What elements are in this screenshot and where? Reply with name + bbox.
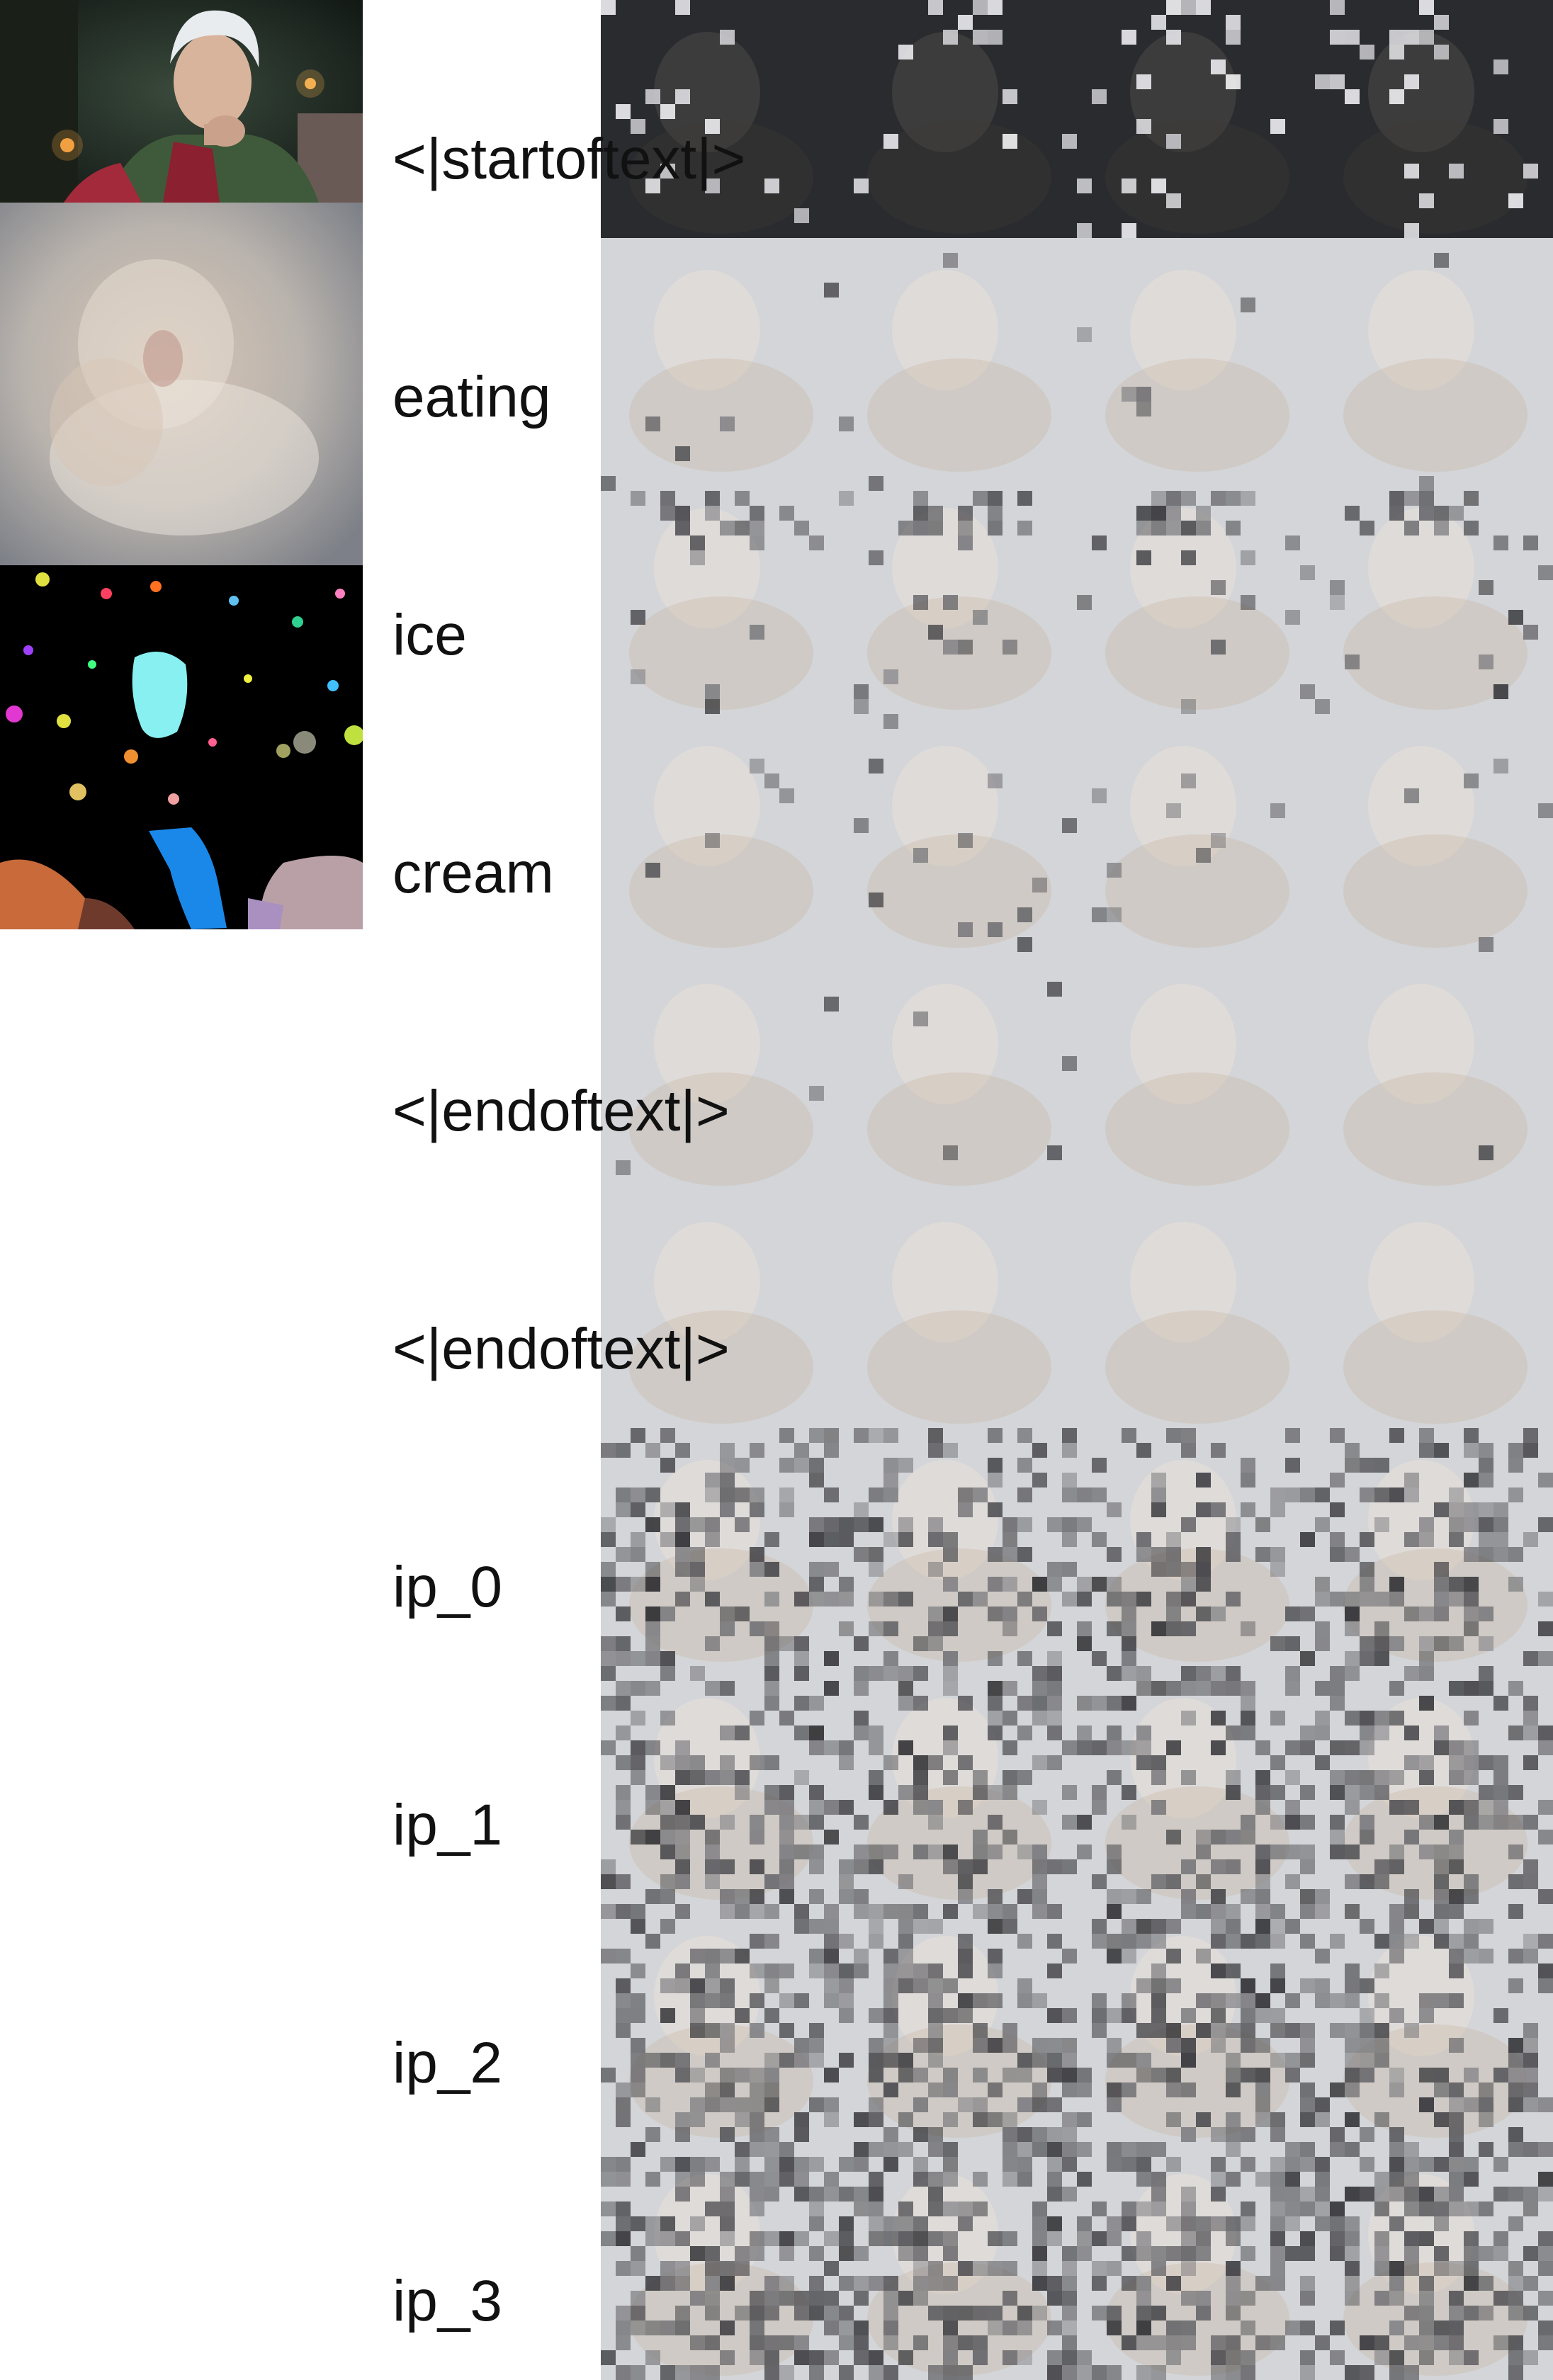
attention-map-cell [1315,1428,1553,1666]
heatmap-overlay-icon [839,714,1077,952]
heatmap-overlay-icon [1077,1428,1315,1666]
attention-map-grid [601,0,1553,2380]
heatmap-overlay-icon [1315,2142,1553,2380]
heatmap-overlay-icon [1077,1190,1315,1428]
attention-map-cell [1077,2142,1315,2380]
attention-map-cell [1077,1904,1315,2142]
attention-map-cell [601,476,839,714]
token-label-ip-3: ip_3 [393,2269,503,2333]
attention-map-cell [1315,1904,1553,2142]
attention-map-cell [601,1190,839,1428]
attention-map-cell [601,714,839,952]
heatmap-overlay-icon [839,476,1077,714]
blurred-reconstruction-icon [0,203,363,565]
attention-map-cell [1077,1666,1315,1904]
attention-map-cell [839,476,1077,714]
source-image [0,0,363,203]
attention-map-cell [601,0,839,238]
heatmap-overlay-icon [601,0,839,238]
heatmap-overlay-icon [1315,0,1553,238]
token-label-startoftext: <|startoftext|> [393,127,746,191]
attention-map-cell [1315,952,1553,1190]
heatmap-overlay-icon [601,714,839,952]
attention-map-cell [1315,0,1553,238]
heatmap-overlay-icon [601,952,839,1190]
heatmap-overlay-icon [839,1904,1077,2142]
heatmap-overlay-icon [1315,952,1553,1190]
attention-map-cell [1077,714,1315,952]
heatmap-overlay-icon [839,1190,1077,1428]
attention-map-cell [839,1904,1077,2142]
heatmap-overlay-icon [1315,714,1553,952]
heatmap-overlay-icon [1077,238,1315,476]
segmentation-mask-icon [0,565,363,929]
attention-map-cell [1077,952,1315,1190]
reconstruction-image [0,203,363,565]
attention-map-cell [839,1666,1077,1904]
heatmap-overlay-icon [601,1666,839,1904]
attention-map-cell [839,952,1077,1190]
attention-map-cell [1315,1190,1553,1428]
attention-map-cell [839,0,1077,238]
character-portrait-icon [0,0,363,203]
heatmap-overlay-icon [1315,1904,1553,2142]
heatmap-overlay-icon [601,476,839,714]
token-label-endoftext-1: <|endoftext|> [393,1079,730,1143]
heatmap-overlay-icon [1315,1666,1553,1904]
heatmap-overlay-icon [1077,476,1315,714]
token-label-ip-2: ip_2 [393,2031,503,2095]
heatmap-overlay-icon [1077,2142,1315,2380]
attention-map-cell [1077,476,1315,714]
heatmap-overlay-icon [1077,1666,1315,1904]
attention-map-cell [839,238,1077,476]
heatmap-overlay-icon [1315,238,1553,476]
heatmap-overlay-icon [1315,1428,1553,1666]
attention-map-cell [601,1666,839,1904]
heatmap-overlay-icon [601,238,839,476]
attention-map-cell [601,1428,839,1666]
attention-map-cell [1315,714,1553,952]
heatmap-overlay-icon [1315,1190,1553,1428]
token-label-eating: eating [393,365,551,429]
heatmap-overlay-icon [601,1904,839,2142]
segmentation-image [0,565,363,929]
heatmap-overlay-icon [601,2142,839,2380]
attention-map-cell [1315,1666,1553,1904]
attention-map-cell [1077,1428,1315,1666]
attention-map-cell [1315,238,1553,476]
token-label-ice: ice [393,603,467,667]
attention-map-cell [1077,1190,1315,1428]
token-label-ip-1: ip_1 [393,1793,503,1857]
heatmap-overlay-icon [1077,714,1315,952]
heatmap-overlay-icon [1315,476,1553,714]
heatmap-overlay-icon [839,238,1077,476]
attention-map-cell [601,238,839,476]
attention-map-cell [839,2142,1077,2380]
attention-map-cell [839,714,1077,952]
attention-map-cell [601,2142,839,2380]
heatmap-overlay-icon [1077,0,1315,238]
heatmap-overlay-icon [839,1666,1077,1904]
attention-map-cell [601,1904,839,2142]
attention-map-cell [601,952,839,1190]
attention-map-cell [1077,238,1315,476]
heatmap-overlay-icon [839,2142,1077,2380]
attention-map-cell [839,1190,1077,1428]
token-label-endoftext-2: <|endoftext|> [393,1317,730,1381]
heatmap-overlay-icon [1077,952,1315,1190]
token-label-cream: cream [393,841,554,905]
attention-map-cell [1315,476,1553,714]
heatmap-overlay-icon [839,0,1077,238]
heatmap-overlay-icon [1077,1904,1315,2142]
heatmap-overlay-icon [839,1428,1077,1666]
token-label-ip-0: ip_0 [393,1555,503,1619]
attention-map-cell [1077,0,1315,238]
attention-map-cell [839,1428,1077,1666]
heatmap-overlay-icon [601,1190,839,1428]
attention-map-cell [1315,2142,1553,2380]
heatmap-overlay-icon [601,1428,839,1666]
heatmap-overlay-icon [839,952,1077,1190]
